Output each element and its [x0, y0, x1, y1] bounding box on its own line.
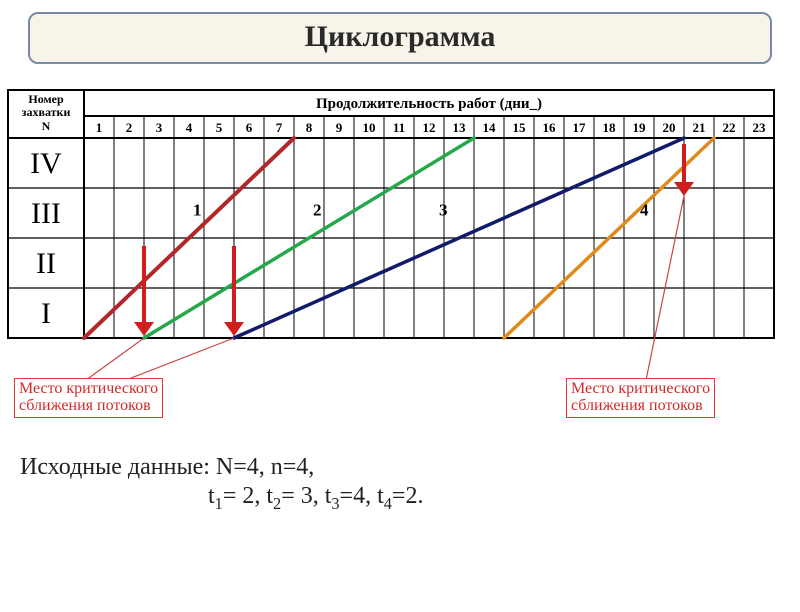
footer-line2: t1= 2, t2= 3, t3=4, t4=2. — [208, 483, 800, 514]
svg-text:N: N — [42, 119, 51, 133]
svg-text:10: 10 — [363, 120, 376, 135]
svg-text:1: 1 — [193, 201, 202, 220]
svg-text:12: 12 — [423, 120, 436, 135]
svg-text:4: 4 — [640, 201, 649, 220]
svg-text:19: 19 — [633, 120, 647, 135]
svg-text:захватки: захватки — [22, 105, 71, 119]
svg-text:23: 23 — [753, 120, 767, 135]
svg-text:5: 5 — [216, 120, 223, 135]
svg-text:17: 17 — [573, 120, 587, 135]
svg-text:II: II — [36, 247, 56, 280]
svg-text:2: 2 — [313, 201, 322, 220]
svg-text:4: 4 — [186, 120, 193, 135]
svg-text:3: 3 — [439, 201, 448, 220]
svg-text:I: I — [41, 297, 51, 330]
svg-text:6: 6 — [246, 120, 253, 135]
footer-line1: Исходные данные: N=4, n=4, — [20, 454, 800, 481]
svg-text:9: 9 — [336, 120, 343, 135]
annotation-left-line2: сближения потоков — [19, 397, 151, 414]
footer-block: Исходные данные: N=4, n=4, t1= 2, t2= 3,… — [20, 454, 800, 514]
svg-text:8: 8 — [306, 120, 313, 135]
svg-text:21: 21 — [693, 120, 706, 135]
cyclogram-chart: Продолжительность работ (дни_)1234567891… — [6, 72, 794, 432]
svg-text:18: 18 — [603, 120, 617, 135]
svg-text:16: 16 — [543, 120, 557, 135]
svg-text:IV: IV — [30, 147, 62, 180]
annotation-left-line1: Место критического — [19, 380, 158, 397]
svg-text:2: 2 — [126, 120, 133, 135]
svg-text:11: 11 — [393, 120, 405, 135]
svg-text:22: 22 — [723, 120, 736, 135]
svg-text:Продолжительность работ (дни_): Продолжительность работ (дни_) — [316, 96, 542, 112]
svg-text:20: 20 — [663, 120, 676, 135]
svg-text:13: 13 — [453, 120, 467, 135]
annotation-left: Место критического сближения потоков — [14, 378, 163, 418]
page-title: Циклограмма — [28, 12, 772, 64]
svg-text:15: 15 — [513, 120, 527, 135]
svg-text:Номер: Номер — [28, 92, 64, 106]
annotation-right: Место критического сближения потоков — [566, 378, 715, 418]
annotation-right-line1: Место критического — [571, 380, 710, 397]
svg-text:7: 7 — [276, 120, 283, 135]
svg-text:14: 14 — [483, 120, 497, 135]
svg-text:3: 3 — [156, 120, 163, 135]
annotation-right-line2: сближения потоков — [571, 397, 703, 414]
svg-text:1: 1 — [96, 120, 103, 135]
svg-text:III: III — [31, 197, 61, 230]
